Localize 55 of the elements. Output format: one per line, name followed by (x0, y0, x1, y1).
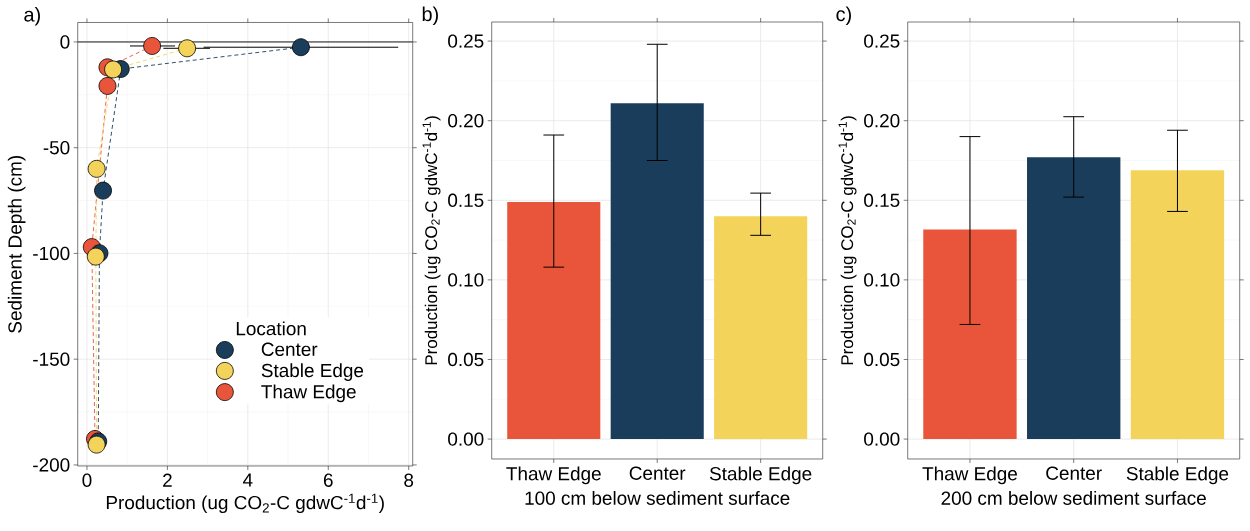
point (86, 247, 105, 266)
y-tick-label: 0.05 (864, 352, 900, 367)
x-tick-label: 0 (82, 473, 92, 487)
bar (507, 201, 601, 440)
bar (1027, 157, 1121, 440)
x-tick-label: Stable Edge (709, 466, 812, 485)
y-tick-label: 0.20 (448, 113, 484, 128)
y-tick-label: 0.10 (864, 273, 900, 287)
point (104, 60, 122, 79)
chart-title: b) (422, 6, 438, 26)
legend-label: Stable Edge (261, 363, 364, 381)
y-tick-label: 0.20 (864, 113, 900, 128)
x-tick-label: Thaw Edge (922, 466, 1017, 485)
x-tick-label: Center (1046, 466, 1102, 480)
bar (714, 216, 808, 440)
x-axis-title: 100 cm below sediment surface (525, 490, 790, 505)
x-tick-label: 2 (163, 473, 172, 487)
x-tick-label: 8 (404, 473, 414, 487)
legend-title: Location (236, 321, 306, 336)
bar (923, 229, 1017, 440)
y-tick-label: -200 (33, 458, 70, 472)
y-tick-label: 0.10 (448, 273, 484, 287)
x-tick-label: Thaw Edge (506, 466, 601, 485)
point (292, 38, 310, 57)
point (143, 37, 162, 55)
x-axis-title: Production (ug CO$_{2}$-C gdwC$^{-1}$d$^{-1}$) (106, 493, 384, 514)
y-tick-label: 0.05 (448, 352, 484, 367)
y-tick-label: 0.15 (448, 193, 484, 207)
legend-label: Thaw Edge (261, 384, 356, 403)
y-tick-label: 0.25 (864, 34, 900, 48)
y-tick-label: 0.00 (864, 432, 900, 446)
x-axis-title: 200 cm below sediment surface (941, 490, 1206, 505)
y-tick-label: 0.00 (448, 432, 484, 446)
y-tick-label: -100 (33, 246, 70, 261)
y-tick-label: -50 (43, 140, 70, 155)
bar (1130, 170, 1225, 440)
y-tick-label: 0.15 (864, 193, 900, 207)
y-tick-label: 0 (60, 35, 70, 49)
chart-title: a) (24, 7, 40, 26)
bar (610, 103, 704, 440)
point (98, 77, 117, 95)
x-tick-label: 4 (243, 473, 253, 487)
chart-title: c) (836, 6, 851, 26)
y-axis-title: Sediment Depth (cm) (7, 156, 26, 333)
point (87, 159, 106, 178)
y-axis-title: Production (ug CO$_{2}$-C gdwC$^{-1}$d$^{-1}$) (422, 116, 441, 365)
legend-label: Center (261, 342, 318, 357)
x-tick-label: 6 (323, 473, 333, 487)
x-tick-label: Stable Edge (1126, 466, 1229, 485)
point (94, 181, 112, 200)
y-axis-title: Production (ug CO$_{2}$-C gdwC$^{-1}$d$^{-1}$) (838, 116, 857, 365)
point (178, 39, 196, 58)
y-tick-label: -150 (33, 352, 70, 366)
x-tick-label: Center (629, 466, 686, 480)
y-tick-label: 0.25 (448, 34, 484, 48)
